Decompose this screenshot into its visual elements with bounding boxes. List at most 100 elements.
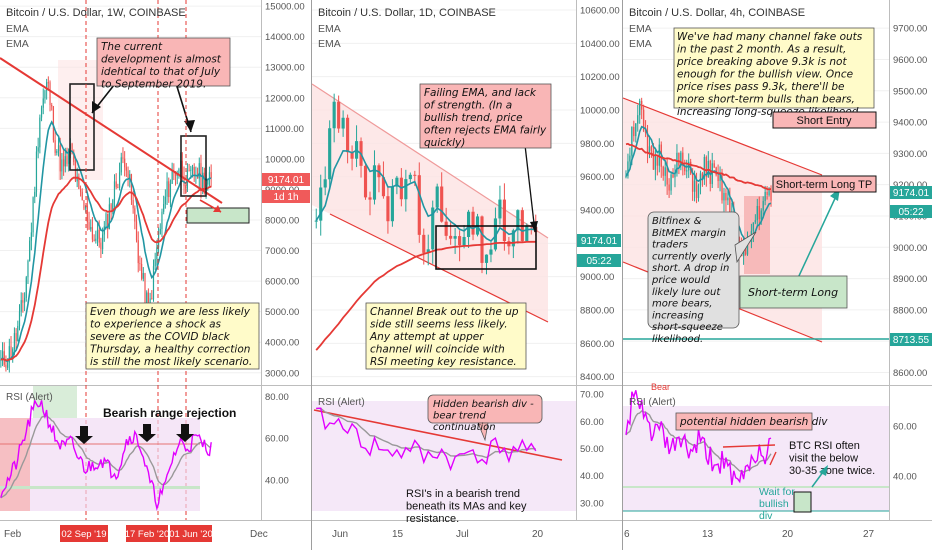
candle[interactable] xyxy=(705,156,708,177)
candle[interactable] xyxy=(164,196,166,205)
candle[interactable] xyxy=(178,169,180,174)
candle[interactable] xyxy=(152,266,155,300)
candle[interactable] xyxy=(134,208,136,222)
candle[interactable] xyxy=(15,333,17,341)
candle[interactable] xyxy=(115,181,117,188)
candle[interactable] xyxy=(22,300,24,303)
candle[interactable] xyxy=(686,170,688,172)
candle[interactable] xyxy=(107,213,109,230)
candle[interactable] xyxy=(88,222,90,230)
candle[interactable] xyxy=(188,170,190,172)
candle[interactable] xyxy=(0,359,2,361)
candle[interactable] xyxy=(368,197,372,200)
candle[interactable] xyxy=(29,240,31,261)
candle[interactable] xyxy=(190,169,192,171)
candle[interactable] xyxy=(676,152,678,174)
candle[interactable] xyxy=(8,346,10,363)
candle[interactable] xyxy=(444,221,448,236)
candle[interactable] xyxy=(46,82,48,91)
candle[interactable] xyxy=(323,179,327,188)
candle[interactable] xyxy=(147,292,149,303)
candle[interactable] xyxy=(314,220,318,222)
candle[interactable] xyxy=(166,181,168,197)
candle[interactable] xyxy=(193,167,195,176)
candle[interactable] xyxy=(112,200,114,212)
candle[interactable] xyxy=(117,187,119,189)
candle[interactable] xyxy=(729,197,731,223)
candle[interactable] xyxy=(10,346,12,357)
candle[interactable] xyxy=(66,156,68,164)
candle[interactable] xyxy=(658,144,660,166)
candle[interactable] xyxy=(484,254,489,263)
candle[interactable] xyxy=(139,263,141,265)
candle[interactable] xyxy=(181,160,183,177)
candle[interactable] xyxy=(98,229,100,243)
candle[interactable] xyxy=(144,273,146,305)
candle[interactable] xyxy=(372,165,377,200)
candle[interactable] xyxy=(132,200,134,209)
candle[interactable] xyxy=(756,206,758,221)
candle[interactable] xyxy=(113,181,116,201)
candle[interactable] xyxy=(86,205,88,223)
candle[interactable] xyxy=(341,117,345,129)
candle[interactable] xyxy=(203,172,205,194)
candle[interactable] xyxy=(674,173,676,178)
candle[interactable] xyxy=(431,207,435,250)
candle[interactable] xyxy=(135,221,138,241)
candle[interactable] xyxy=(207,178,209,185)
candle[interactable] xyxy=(656,156,659,166)
candle[interactable] xyxy=(142,273,144,279)
candle[interactable] xyxy=(680,152,682,166)
candle[interactable] xyxy=(635,123,637,137)
candle[interactable] xyxy=(381,177,386,197)
candle[interactable] xyxy=(644,130,647,133)
candle[interactable] xyxy=(480,216,484,263)
candle[interactable] xyxy=(1,351,4,360)
candle[interactable] xyxy=(711,163,713,184)
candle[interactable] xyxy=(440,186,444,222)
candle[interactable] xyxy=(625,176,627,178)
candle[interactable] xyxy=(96,229,99,239)
candle[interactable] xyxy=(35,151,38,192)
candle[interactable] xyxy=(413,174,417,176)
candle[interactable] xyxy=(766,191,768,196)
candle[interactable] xyxy=(498,199,502,219)
candle[interactable] xyxy=(350,152,354,159)
candle[interactable] xyxy=(386,196,390,222)
candle[interactable] xyxy=(5,364,7,368)
candle[interactable] xyxy=(466,211,471,238)
candle[interactable] xyxy=(130,174,133,201)
candle[interactable] xyxy=(18,311,21,327)
candle[interactable] xyxy=(110,204,112,212)
candle[interactable] xyxy=(762,200,764,211)
candle[interactable] xyxy=(648,146,651,154)
candle[interactable] xyxy=(118,172,121,188)
candle[interactable] xyxy=(146,292,148,305)
candle[interactable] xyxy=(7,362,9,368)
candle[interactable] xyxy=(154,259,156,267)
candle[interactable] xyxy=(511,230,515,247)
candle[interactable] xyxy=(102,234,104,250)
candle[interactable] xyxy=(691,173,694,192)
candle[interactable] xyxy=(161,211,163,230)
candle[interactable] xyxy=(32,197,34,233)
candle[interactable] xyxy=(684,165,686,172)
candle[interactable] xyxy=(639,100,641,116)
candle[interactable] xyxy=(95,238,97,241)
candle[interactable] xyxy=(332,101,336,129)
candle[interactable] xyxy=(493,218,498,250)
candle[interactable] xyxy=(713,163,715,168)
candle[interactable] xyxy=(695,180,698,199)
candle[interactable] xyxy=(701,173,704,180)
candle[interactable] xyxy=(129,174,131,178)
candle[interactable] xyxy=(650,146,653,151)
candle[interactable] xyxy=(363,165,368,198)
candle[interactable] xyxy=(717,174,719,182)
candle[interactable] xyxy=(744,247,747,255)
candle[interactable] xyxy=(141,263,143,279)
candle[interactable] xyxy=(752,222,755,231)
candle[interactable] xyxy=(754,220,757,223)
candle[interactable] xyxy=(764,191,766,201)
candle[interactable] xyxy=(652,150,655,170)
candle[interactable] xyxy=(30,232,32,241)
